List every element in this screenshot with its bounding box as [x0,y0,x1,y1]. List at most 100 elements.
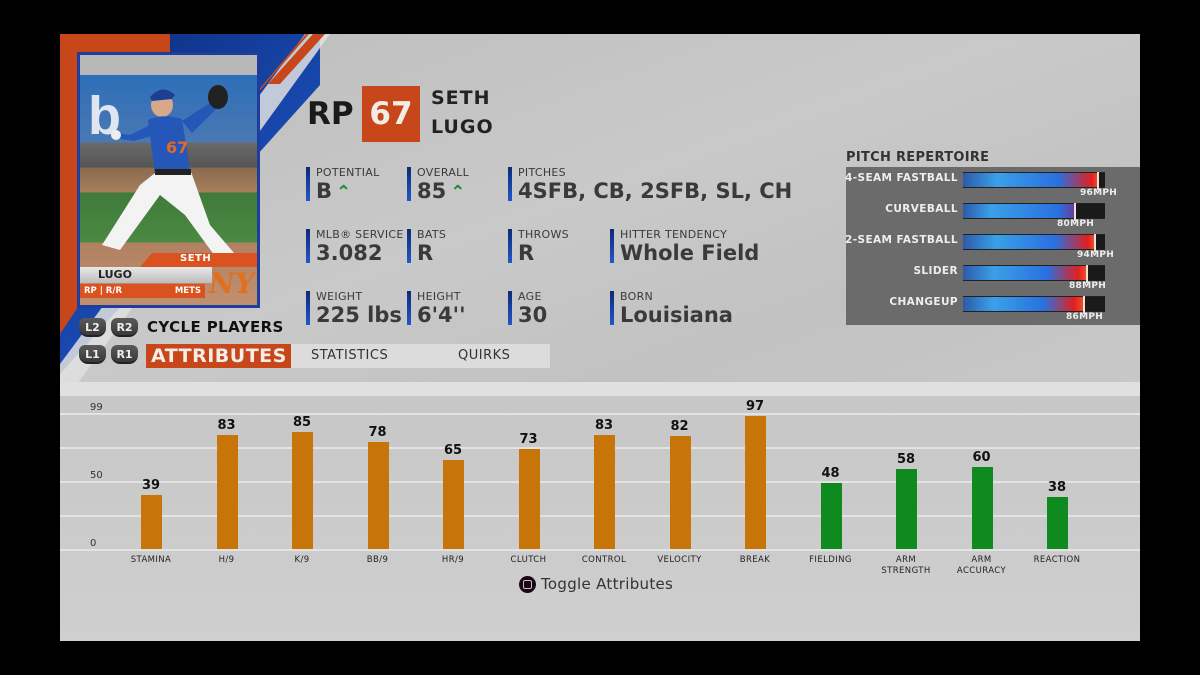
bar-value: 38 [1047,480,1067,495]
chart-bar [971,467,993,549]
chart-bar-group: 83 CONTROL [569,396,639,636]
pitch-speed-marker [1097,172,1099,190]
chart-bar [745,416,766,549]
card-first-name: SETH [140,253,257,267]
info-label: HITTER TENDENCY [620,228,728,241]
pitch-speed-bar [963,265,1105,283]
pitch-speed-bar [963,172,1105,190]
pitch-speed-bar [963,203,1105,221]
cycle-players-label: CYCLE PLAYERS [147,318,284,336]
info-value: 3.082 [316,241,383,265]
tab-statistics[interactable]: STATISTICS [311,348,389,363]
chart-gridline [60,549,1140,551]
bar-label: K/9 [294,555,310,565]
pitch-speed: 80MPH [1057,219,1095,229]
pitch-row: 4-SEAM FASTBALL 96MPH [845,167,1140,198]
info-label: POTENTIAL [316,166,380,179]
pitch-speed: 94MPH [1077,250,1115,260]
chart-bar-group: 83 H/9 [192,396,262,636]
pitch-row: 2-SEAM FASTBALL 94MPH [845,229,1140,260]
info-label: OVERALL [417,166,470,179]
trend-up-icon: ⌃ [450,182,466,203]
pitch-speed-bar [963,234,1105,252]
bar-label: ARM ACCURACY [956,555,1007,576]
chart-bar [1047,497,1068,549]
pitch-speed-fill [963,266,1087,280]
chart-bar [518,449,540,549]
info-label: WEIGHT [316,290,363,303]
l2-button-icon[interactable]: L2 [79,318,106,337]
pitch-repertoire-panel: 4-SEAM FASTBALL 96MPH CURVEBALL 80MPH 2-SE… [845,167,1140,325]
pitch-name: CHANGEUP [889,296,958,308]
pitch-speed-marker [1083,296,1085,314]
info-mlb-service: MLB® SERVICE 3.082 [306,228,404,265]
info-value: B [316,179,333,203]
pitch-name: 2-SEAM FASTBALL [845,234,958,246]
info-value: R [518,241,535,265]
info-label: BATS [417,228,447,241]
card-position-handedness: RP | R/R [84,286,122,296]
bar-value: 39 [141,478,161,493]
info-throws: THROWS R [508,228,569,265]
info-weight: WEIGHT 225 lbs [306,290,402,327]
bar-value: 97 [745,399,765,414]
toggle-attributes-button[interactable]: Toggle Attributes [519,575,673,593]
info-age: AGE 30 [508,290,547,327]
mets-logo-icon: NY [209,267,255,300]
chart-bar-group: 39 STAMINA [116,396,186,636]
tab-quirks[interactable]: QUIRKS [458,348,511,363]
chart-bar-group: 48 FIELDING [796,396,866,636]
r1-button-icon[interactable]: R1 [111,345,138,364]
info-label: HEIGHT [417,290,461,303]
info-pitches: PITCHES 4SFB, CB, 2SFB, SL, CH [508,166,792,203]
bar-value: 60 [972,450,991,465]
info-value: Louisiana [620,303,733,327]
card-last-name: LUGO [80,267,212,283]
chart-bar [594,435,615,549]
player-first-name: SETH [431,87,491,109]
info-label: PITCHES [518,166,566,179]
pitch-speed-marker [1094,234,1096,252]
bar-label: BB/9 [366,555,389,565]
info-value: 30 [518,303,548,327]
info-value: 85 [417,179,447,203]
chart-bar-group: 60 ARM ACCURACY [947,396,1017,636]
chart-bar [443,460,464,549]
pitch-row: CURVEBALL 80MPH [846,198,1140,229]
chart-bar-group: 73 CLUTCH [494,396,564,636]
bar-label: FIELDING [809,555,852,565]
bar-label: REACTION [1033,555,1081,565]
pitch-name: SLIDER [913,265,958,277]
chart-bar [141,495,162,549]
bar-label: CONTROL [581,555,627,565]
chart-bar-group: 38 REACTION [1022,396,1092,636]
l1-button-icon[interactable]: L1 [79,345,106,364]
pitcher-figure-icon: 67 [102,85,240,263]
bar-label: STAMINA [130,555,172,565]
tab-bar: ATTRIBUTES STATISTICS QUIRKS [146,344,550,368]
info-value: 4SFB, CB, 2SFB, SL, CH [518,179,793,203]
info-label: MLB® SERVICE [316,228,404,241]
pitch-speed-bar [963,296,1105,314]
bar-value: 58 [896,452,916,467]
chart-bar-group: 85 K/9 [267,396,337,636]
chart-bar [367,442,389,549]
bar-label: H/9 [218,555,235,565]
pitch-speed: 96MPH [1080,188,1118,198]
pitch-speed-marker [1086,265,1088,283]
pitch-speed: 88MPH [1069,281,1107,291]
bar-value: 82 [670,419,689,434]
pitch-repertoire-title: PITCH REPERTOIRE [846,150,990,165]
bar-value: 78 [368,425,387,440]
info-label: AGE [518,290,542,303]
player-last-name: LUGO [431,116,494,138]
tab-attributes[interactable]: ATTRIBUTES [146,344,291,368]
bar-value: 73 [519,432,538,447]
bar-label: BREAK [739,555,771,565]
player-card: b 67 SETH LUGO RP | R/R METS NY [77,52,260,308]
chart-bar-group: 78 BB/9 [343,396,413,636]
bar-label: HR/9 [441,555,465,565]
chart-bar [820,483,842,549]
r2-button-icon[interactable]: R2 [111,318,138,337]
pitch-speed-fill [963,204,1075,218]
